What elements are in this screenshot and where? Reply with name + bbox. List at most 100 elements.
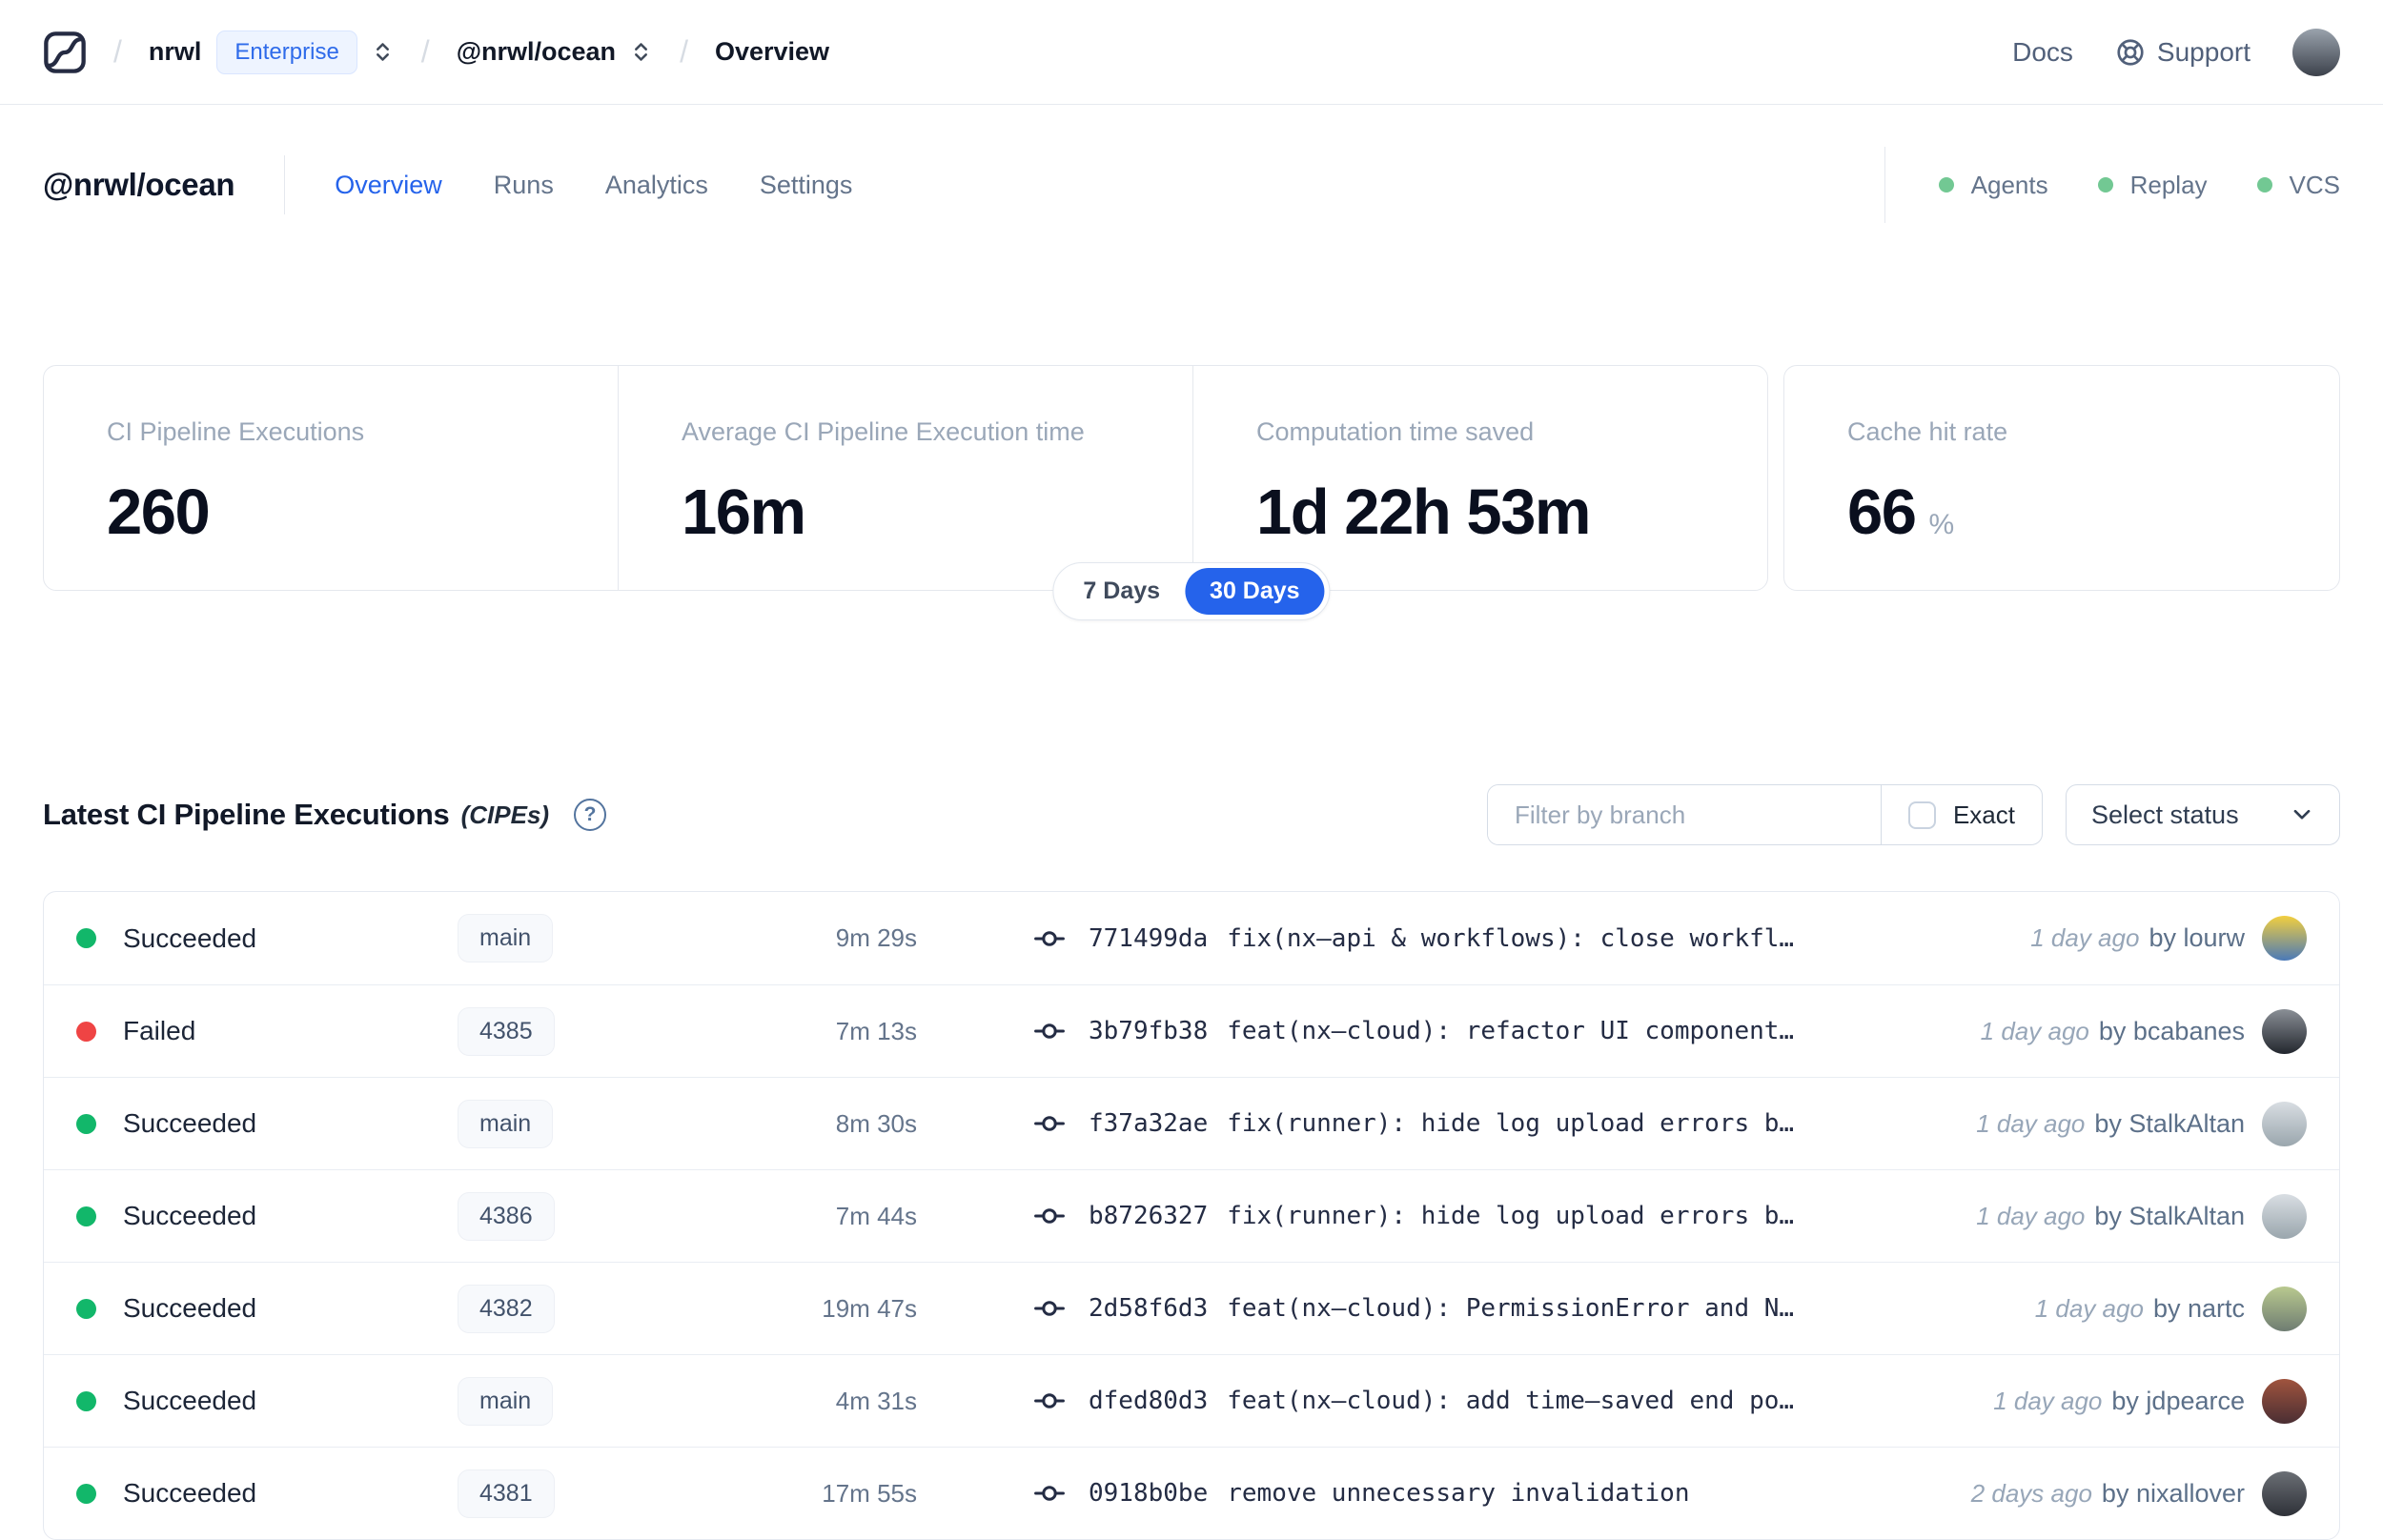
status-dot-icon	[76, 1298, 96, 1319]
tab-runs[interactable]: Runs	[493, 170, 554, 199]
docs-link[interactable]: Docs	[2012, 36, 2073, 67]
meta-cell: 1 day ago by jdpearce	[1993, 1378, 2307, 1424]
stat-value: 1d 22h 53m	[1256, 476, 1591, 548]
status-replay[interactable]: Replay	[2097, 171, 2208, 200]
author-avatar[interactable]	[2262, 916, 2307, 961]
commit-message: fix(runner): hide log upload errors b…	[1227, 1202, 1795, 1230]
author-avatar[interactable]	[2262, 1378, 2307, 1424]
branch-filter-input[interactable]	[1487, 785, 1881, 844]
status-label: Succeeded	[123, 922, 257, 953]
breadcrumb-workspace[interactable]: @nrwl/ocean	[456, 37, 617, 66]
tab-analytics[interactable]: Analytics	[604, 170, 708, 199]
tab-overview[interactable]: Overview	[335, 170, 442, 199]
branch-cell: main	[458, 1376, 696, 1426]
user-avatar[interactable]	[2292, 28, 2340, 76]
period-30-days[interactable]: 30 Days	[1185, 568, 1325, 615]
duration-label: 4m 31s	[835, 1386, 917, 1415]
table-row[interactable]: Failed 4385 7m 13s 3b79fb38 feat(nx–cloud…	[44, 984, 2339, 1077]
author-avatar[interactable]	[2262, 1193, 2307, 1239]
commit-cell: 3b79fb38 feat(nx–cloud): refactor UI comp…	[1033, 1015, 1794, 1047]
table-row[interactable]: Succeeded main 9m 29s 771499da fix(nx–api…	[44, 892, 2339, 984]
branch-chip[interactable]: 4382	[458, 1284, 555, 1333]
author-label: by nixallover	[2101, 1478, 2245, 1508]
meta-cell: 1 day ago by lourw	[2030, 916, 2307, 961]
status-dot-icon	[76, 1390, 96, 1411]
org-switcher-icon[interactable]	[371, 40, 395, 64]
status-label: VCS	[2289, 170, 2340, 199]
duration-label: 7m 44s	[835, 1201, 917, 1230]
stat-value: 66	[1847, 476, 1917, 548]
green-dot-icon	[2256, 177, 2272, 192]
branch-cell: 4382	[458, 1284, 696, 1333]
workspace-header: @nrwl/ocean Overview Runs Analytics Sett…	[0, 147, 2383, 223]
status-vcs[interactable]: VCS	[2256, 170, 2340, 200]
commit-cell: b8726327 fix(runner): hide log upload err…	[1033, 1200, 1794, 1232]
tab-settings[interactable]: Settings	[759, 170, 853, 199]
commit-message: remove unnecessary invalidation	[1227, 1479, 1690, 1508]
status-label: Succeeded	[123, 1478, 257, 1508]
status-cell: Succeeded	[76, 1478, 458, 1509]
table-row[interactable]: Succeeded 4382 19m 47s 2d58f6d3 feat(nx–c…	[44, 1262, 2339, 1354]
section-title-suffix: (CIPEs)	[460, 800, 550, 829]
git-commit-icon	[1034, 1486, 1065, 1501]
breadcrumb-separator: /	[680, 34, 688, 69]
status-label: Succeeded	[123, 1386, 257, 1415]
commit-cell: 2d58f6d3 feat(nx–cloud): PermissionError …	[1033, 1292, 1794, 1325]
stat-label: Cache hit rate	[1847, 417, 2008, 446]
status-dot-icon	[76, 1206, 96, 1226]
status-label: Succeeded	[123, 1108, 257, 1138]
status-agents[interactable]: Agents	[1938, 171, 2048, 200]
duration-label: 19m 47s	[822, 1293, 917, 1323]
commit-hash: dfed80d3	[1089, 1387, 1209, 1415]
branch-chip[interactable]: main	[458, 1099, 554, 1148]
enterprise-badge: Enterprise	[216, 30, 357, 74]
meta-cell: 2 days ago by nixallover	[1971, 1470, 2307, 1516]
stats-card-group: CI Pipeline Executions 260 Average CI Pi…	[43, 365, 1768, 591]
status-label: Succeeded	[123, 1293, 257, 1323]
status-select[interactable]: Select status	[2066, 784, 2340, 845]
meta-cell: 1 day ago by bcabanes	[1981, 1008, 2307, 1054]
author-label: by jdpearce	[2111, 1386, 2245, 1415]
table-row[interactable]: Succeeded main 8m 30s f37a32ae fix(runner…	[44, 1077, 2339, 1169]
stat-average-execution-time: Average CI Pipeline Execution time 16m	[618, 366, 1192, 590]
stat-label: Average CI Pipeline Execution time	[682, 417, 1085, 446]
commit-cell: 0918b0be remove unnecessary invalidation	[1033, 1477, 1690, 1510]
nx-cloud-logo-icon[interactable]	[43, 30, 87, 74]
time-ago-label: 1 day ago	[2034, 1293, 2144, 1323]
author-label: by nartc	[2152, 1293, 2245, 1323]
commit-hash: f37a32ae	[1089, 1109, 1209, 1138]
workspace-switcher-icon[interactable]	[629, 40, 653, 64]
duration-label: 7m 13s	[835, 1016, 917, 1045]
table-row[interactable]: Succeeded main 4m 31s dfed80d3 feat(nx–cl…	[44, 1354, 2339, 1447]
commit-message: fix(runner): hide log upload errors b…	[1227, 1109, 1795, 1138]
table-row[interactable]: Succeeded 4381 17m 55s 0918b0be remove un…	[44, 1447, 2339, 1539]
status-select-label: Select status	[2091, 800, 2239, 829]
topbar: / nrwl Enterprise / @nrwl/ocean / Overvi…	[0, 0, 2383, 105]
status-cell: Succeeded	[76, 923, 458, 954]
exact-checkbox[interactable]	[1907, 800, 1936, 829]
author-avatar[interactable]	[2262, 1101, 2307, 1146]
table-row[interactable]: Succeeded 4386 7m 44s b8726327 fix(runner…	[44, 1169, 2339, 1262]
author-label: by StalkAltan	[2094, 1201, 2245, 1230]
author-avatar[interactable]	[2262, 1470, 2307, 1516]
breadcrumb-org[interactable]: nrwl	[148, 37, 202, 66]
branch-chip[interactable]: 4381	[458, 1469, 555, 1518]
duration-label: 17m 55s	[822, 1478, 917, 1508]
commit-cell: dfed80d3 feat(nx–cloud): add time–saved e…	[1033, 1385, 1794, 1417]
period-7-days[interactable]: 7 Days	[1083, 578, 1161, 604]
support-link[interactable]: Support	[2115, 37, 2251, 68]
section-title: Latest CI Pipeline Executions	[43, 798, 450, 831]
duration-label: 8m 30s	[835, 1108, 917, 1138]
branch-chip[interactable]: 4386	[458, 1191, 555, 1241]
author-avatar[interactable]	[2262, 1286, 2307, 1331]
branch-chip[interactable]: main	[458, 1376, 554, 1426]
git-commit-icon	[1034, 1208, 1065, 1224]
stat-cache-hit-rate: Cache hit rate 66 %	[1783, 365, 2340, 591]
help-icon[interactable]: ?	[574, 799, 607, 831]
page-title: @nrwl/ocean	[43, 167, 235, 202]
branch-chip[interactable]: main	[458, 914, 554, 962]
branch-chip[interactable]: 4385	[458, 1006, 555, 1056]
author-avatar[interactable]	[2262, 1008, 2307, 1054]
status-cell: Failed	[76, 1016, 458, 1046]
commit-hash: 2d58f6d3	[1089, 1294, 1209, 1323]
